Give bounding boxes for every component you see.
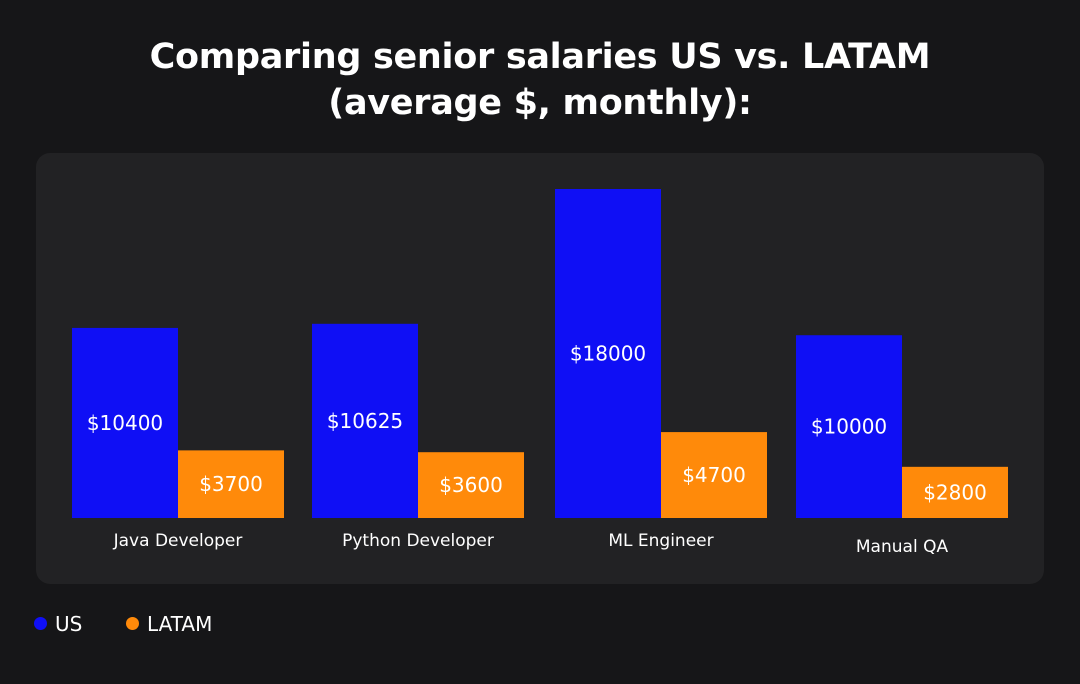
bar-latam-manual-qa <box>902 466 1008 518</box>
bar-group-java-developer: $10400 $3700 Java Developer <box>72 327 284 551</box>
bar-latam-java-developer <box>178 450 284 518</box>
data-label-us-java-developer: $10400 <box>87 411 163 435</box>
chart-title-line-2: (average $, monthly): <box>328 83 752 123</box>
bar-latam-ml-engineer <box>661 432 767 518</box>
bar-us-python-developer <box>312 323 418 518</box>
category-label-python-developer: Python Developer <box>342 531 494 551</box>
bar-group-python-developer: $10625 $3600 Python Developer <box>312 323 524 551</box>
data-label-us-manual-qa: $10000 <box>811 415 887 439</box>
chart-panel: $10400 $3700 Java Developer $10625 $3600 Pyth… <box>36 153 1044 584</box>
bar-us-java-developer <box>72 327 178 518</box>
data-label-latam-ml-engineer: $4700 <box>682 463 746 487</box>
category-label-java-developer: Java Developer <box>113 531 243 551</box>
legend-item-us: US <box>34 612 82 636</box>
category-label-ml-engineer: ML Engineer <box>608 531 713 551</box>
legend-swatch-latam <box>126 617 139 630</box>
bar-group-ml-engineer: $18000 $4700 ML Engineer <box>555 189 767 551</box>
bar-chart: $10400 $3700 Java Developer $10625 $3600 Pyth… <box>72 189 1008 557</box>
legend-swatch-us <box>34 617 47 630</box>
legend-item-latam: LATAM <box>126 612 212 636</box>
legend-label-us: US <box>55 612 83 636</box>
chart-title: Comparing senior salaries US vs. LATAM (… <box>0 34 1080 126</box>
data-label-latam-manual-qa: $2800 <box>923 480 987 504</box>
chart-title-line-1: Comparing senior salaries US vs. LATAM <box>149 37 931 77</box>
category-label-manual-qa: Manual QA <box>856 537 949 557</box>
data-label-latam-python-developer: $3600 <box>439 473 503 497</box>
data-label-us-ml-engineer: $18000 <box>570 342 646 366</box>
bar-us-manual-qa <box>796 335 902 518</box>
bar-group-manual-qa: $10000 $2800 Manual QA <box>796 335 1008 557</box>
data-label-latam-java-developer: $3700 <box>199 472 263 496</box>
bar-us-ml-engineer <box>555 189 661 518</box>
legend-label-latam: LATAM <box>147 612 213 636</box>
bar-latam-python-developer <box>418 452 524 518</box>
data-label-us-python-developer: $10625 <box>327 409 403 433</box>
